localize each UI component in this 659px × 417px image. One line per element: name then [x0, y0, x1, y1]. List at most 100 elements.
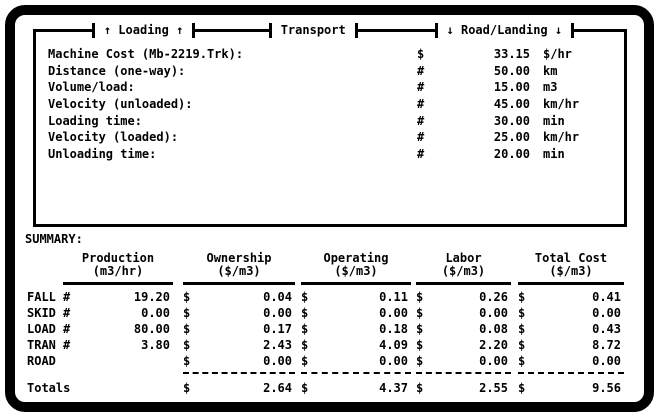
param-row-velocity-unloaded: Velocity (unloaded): # 45.00 km/hr — [36, 97, 624, 114]
summary-column-units: (m3/hr) ($/m3) ($/m3) ($/m3) ($/m3) — [25, 265, 627, 278]
column-header-labor: Labor — [445, 251, 482, 265]
row-label: LOAD — [27, 322, 56, 336]
header-tick — [354, 23, 358, 38]
summary-title: SUMMARY: — [25, 232, 83, 246]
summary-row-tran: TRAN #3.80 $2.43 $4.09 $2.20 $8.72 — [25, 339, 627, 355]
section-tab-transport[interactable]: Transport — [272, 23, 355, 38]
column-unit: ($/m3) — [334, 264, 378, 278]
header-rule — [183, 282, 295, 285]
total-cost-value: 0.00 — [592, 306, 621, 320]
param-row-distance: Distance (one-way): # 50.00 km — [36, 64, 624, 81]
summary-section: SUMMARY: Production Ownership Operating … — [25, 233, 627, 398]
param-label: Unloading time: — [48, 147, 157, 162]
operating-value: 0.00 — [379, 354, 408, 368]
machine-parameters-panel: Machine Cost (Mb-2219.Trk): $ 33.15 $/hr… — [33, 31, 627, 227]
labor-value: 0.00 — [479, 354, 508, 368]
header-tick — [434, 23, 438, 38]
dollar-marker: $ — [518, 381, 526, 395]
param-row-velocity-loaded: Velocity (loaded): # 25.00 km/hr — [36, 130, 624, 147]
ownership-value: 0.17 — [263, 322, 292, 336]
param-marker: # — [417, 63, 425, 78]
column-unit: (m3/hr) — [92, 264, 144, 278]
summary-row-fall: FALL #19.20 $0.04 $0.11 $0.26 $0.41 — [25, 291, 627, 307]
section-header-bar: ↑ Loading ↑ Transport ↓ Road/Landing ↓ — [33, 22, 627, 39]
value-marker: # — [63, 306, 71, 320]
param-marker: # — [417, 97, 425, 112]
dollar-marker: $ — [518, 290, 526, 304]
summary-row-skid: SKID #0.00 $0.00 $0.00 $0.00 $0.00 — [25, 307, 627, 323]
dollar-marker: $ — [518, 338, 526, 352]
total-cost-value: 0.41 — [592, 290, 621, 304]
operating-value: 0.00 — [379, 306, 408, 320]
value-marker: # — [63, 338, 71, 352]
dollar-marker: $ — [416, 354, 424, 368]
header-line-segment — [357, 29, 435, 32]
ownership-value: 0.00 — [263, 306, 292, 320]
section-tab-loading-label: ↑ Loading ↑ — [103, 23, 184, 37]
section-tab-road-landing[interactable]: ↓ Road/Landing ↓ — [438, 23, 572, 38]
dashed-rule — [183, 372, 295, 374]
header-tick — [268, 23, 272, 38]
production-value: 3.80 — [141, 338, 170, 352]
header-tick — [192, 23, 196, 38]
totals-total-cost-value: 9.56 — [592, 381, 621, 395]
param-marker: # — [417, 130, 425, 145]
param-unit: min — [543, 147, 565, 162]
total-cost-value: 0.43 — [592, 322, 621, 336]
labor-value: 0.08 — [479, 322, 508, 336]
dollar-marker: $ — [416, 306, 424, 320]
row-label: ROAD — [27, 354, 56, 368]
section-tab-loading[interactable]: ↑ Loading ↑ — [95, 23, 192, 38]
dollar-marker: $ — [301, 354, 309, 368]
ownership-value: 2.43 — [263, 338, 292, 352]
dollar-marker: $ — [183, 381, 191, 395]
summary-row-load: LOAD #80.00 $0.17 $0.18 $0.08 $0.43 — [25, 323, 627, 339]
param-input-velocity-loaded[interactable]: 25.00 — [493, 130, 530, 145]
summary-totals-separator — [25, 371, 627, 380]
header-line-segment — [195, 29, 269, 32]
summary-row-road: ROAD $0.00 $0.00 $0.00 $0.00 — [25, 355, 627, 371]
column-header-total-cost: Total Cost — [534, 251, 608, 265]
value-marker: # — [63, 322, 71, 336]
summary-row-totals: Totals $2.64 $4.37 $2.55 $9.56 — [25, 382, 627, 398]
dollar-marker: $ — [416, 338, 424, 352]
param-marker: # — [417, 113, 425, 128]
param-label: Volume/load: — [48, 80, 135, 95]
dashed-rule — [518, 372, 624, 374]
param-unit: km/hr — [543, 130, 580, 145]
column-header-ownership: Ownership — [206, 251, 272, 265]
dollar-marker: $ — [183, 322, 191, 336]
param-unit: km/hr — [543, 97, 580, 112]
param-marker: $ — [417, 47, 425, 61]
dollar-marker: $ — [416, 290, 424, 304]
dollar-marker: $ — [183, 354, 191, 368]
totals-label: Totals — [27, 381, 71, 395]
param-label: Velocity (unloaded): — [48, 97, 193, 112]
summary-header-rule — [25, 278, 627, 287]
header-line-segment — [574, 29, 627, 32]
param-input-loading-time[interactable]: 30.00 — [493, 113, 530, 128]
ownership-value: 0.04 — [263, 290, 292, 304]
row-label: SKID — [27, 306, 56, 320]
column-unit: ($/m3) — [549, 264, 593, 278]
dollar-marker: $ — [183, 306, 191, 320]
param-row-volume: Volume/load: # 15.00 m3 — [36, 80, 624, 97]
param-input-volume[interactable]: 15.00 — [493, 80, 530, 95]
row-label: TRAN — [27, 338, 56, 352]
total-cost-value: 0.00 — [592, 354, 621, 368]
param-unit: min — [543, 113, 565, 128]
param-input-distance[interactable]: 50.00 — [493, 63, 530, 78]
dollar-marker: $ — [416, 322, 424, 336]
section-tab-transport-label: Transport — [280, 23, 346, 37]
header-line-segment — [33, 29, 92, 32]
param-input-unloading-time[interactable]: 20.00 — [493, 147, 530, 162]
total-cost-value: 8.72 — [592, 338, 621, 352]
param-value-machine-cost: 33.15 — [493, 47, 530, 61]
param-input-velocity-unloaded[interactable]: 45.00 — [493, 97, 530, 112]
column-unit: ($/m3) — [217, 264, 261, 278]
dollar-marker: $ — [301, 290, 309, 304]
totals-operating-value: 4.37 — [379, 381, 408, 395]
param-unit: km — [543, 63, 558, 78]
row-label: FALL — [27, 290, 56, 304]
